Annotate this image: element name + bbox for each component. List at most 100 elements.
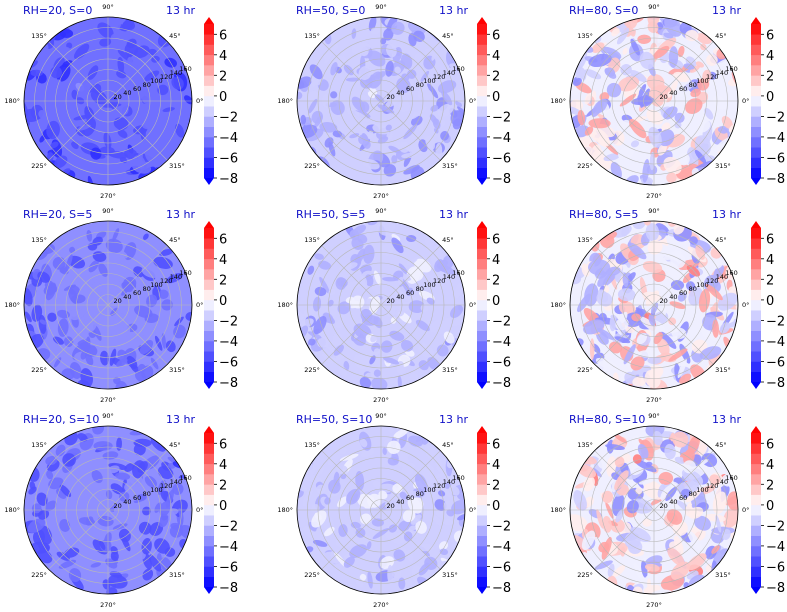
colorbar-band	[751, 126, 761, 138]
contour-cell	[688, 435, 700, 454]
contour-cell	[314, 253, 324, 260]
radial-tick-label: 140	[443, 69, 455, 77]
colorbar-band	[204, 351, 214, 362]
contour-cell	[113, 313, 125, 324]
contour-cell	[668, 317, 677, 326]
contour-cell	[108, 574, 128, 589]
contour-cell	[432, 478, 447, 491]
colorbar-band	[204, 75, 214, 86]
contour-cell	[146, 131, 157, 141]
angular-gridline	[321, 245, 382, 306]
contour-cell	[373, 369, 382, 377]
colorbar-band	[751, 167, 761, 179]
angle-tick-label: 180°	[277, 301, 293, 309]
contour-cell	[663, 251, 682, 261]
contour-cell	[175, 123, 185, 138]
contour-cell	[162, 107, 175, 113]
panel-time-label: 13 hr	[166, 4, 195, 17]
colorbar-band	[204, 556, 214, 567]
radial-tick-label: 160	[452, 65, 464, 73]
contour-cell	[339, 447, 347, 455]
angle-tick-label: 315°	[715, 571, 731, 579]
colorbar-band	[751, 525, 761, 536]
radial-tick-label: 80	[689, 285, 697, 293]
angle-tick-label: 135°	[577, 32, 593, 40]
angular-gridline	[653, 304, 714, 365]
colorbar-band	[477, 54, 487, 66]
contour-cell	[342, 536, 356, 541]
contour-cell	[387, 456, 399, 466]
angle-tick-label: 45°	[715, 236, 727, 244]
radial-tick-label: 80	[689, 81, 697, 89]
contour-cell	[314, 286, 327, 297]
contour-cell	[641, 560, 648, 578]
contour-cell	[597, 269, 613, 287]
angle-tick-label: 90°	[375, 207, 387, 215]
colorbar-extend-top	[204, 17, 214, 24]
colorbar-band	[477, 258, 487, 270]
contour-cell	[148, 554, 162, 572]
contour-cell	[46, 470, 54, 480]
contour-cell	[313, 316, 327, 335]
contour-cell	[603, 153, 621, 162]
contour-cell	[667, 80, 678, 98]
contour-cell	[47, 152, 54, 162]
radial-tick-label: 20	[660, 297, 668, 305]
colorbar-band	[477, 24, 487, 35]
contour-cell	[30, 69, 43, 77]
contour-cell	[339, 453, 359, 461]
contour-cell	[421, 464, 435, 477]
contour-cell	[62, 60, 73, 68]
radial-tick-label: 140	[170, 273, 182, 281]
angle-tick-label: 45°	[169, 236, 181, 244]
colorbar-tick-label: −8	[492, 376, 511, 391]
contour-cell	[434, 259, 444, 273]
angle-tick-label: 0°	[742, 506, 749, 514]
angle-tick-label: 90°	[102, 207, 114, 215]
contour-cell	[383, 356, 400, 365]
colorbar-band	[751, 269, 761, 280]
contour-cell	[360, 94, 371, 102]
colorbar-band	[751, 320, 761, 331]
contour-cell	[608, 341, 623, 354]
contour-cell	[642, 260, 663, 274]
colorbar-tick-label: −6	[766, 356, 785, 371]
contour-cell	[62, 79, 75, 88]
contour-cell	[440, 131, 450, 141]
radial-tick-label: 100	[696, 486, 708, 494]
contour-cell	[346, 108, 360, 118]
radial-tick-label: 120	[706, 277, 718, 285]
radial-tick-label: 80	[689, 490, 697, 498]
contour-cell	[373, 270, 382, 286]
colorbar-tick-label: 0	[492, 499, 500, 514]
colorbar-extend-bottom	[751, 178, 761, 185]
contour-cell	[24, 100, 29, 118]
polar-frame	[23, 16, 193, 186]
angle-tick-label: 135°	[577, 236, 593, 244]
contour-cell	[637, 83, 647, 100]
contour-cell	[388, 524, 398, 533]
colorbar-band	[204, 248, 214, 260]
contour-cell	[309, 64, 323, 80]
colorbar-band	[204, 361, 214, 373]
angle-tick-label: 45°	[169, 441, 181, 449]
contour-cell	[37, 549, 53, 564]
colorbar-tick-label: 6	[766, 232, 774, 247]
contour-cell	[689, 236, 698, 245]
colorbar-band	[477, 340, 487, 352]
angular-gridline	[594, 304, 655, 365]
contour-cell	[712, 491, 728, 514]
angular-gridline	[321, 450, 382, 511]
colorbar-band	[751, 157, 761, 169]
contour-cell	[591, 42, 605, 54]
colorbar-band	[751, 136, 761, 148]
radial-tick-label: 140	[443, 478, 455, 486]
colorbar-tick-label: 6	[492, 232, 500, 247]
contour-cell	[328, 141, 336, 157]
contour-cell	[575, 66, 587, 82]
contour-cell	[110, 31, 131, 41]
angular-gridline	[107, 509, 168, 570]
contour-cell	[635, 307, 645, 317]
angle-tick-label: 135°	[304, 236, 320, 244]
